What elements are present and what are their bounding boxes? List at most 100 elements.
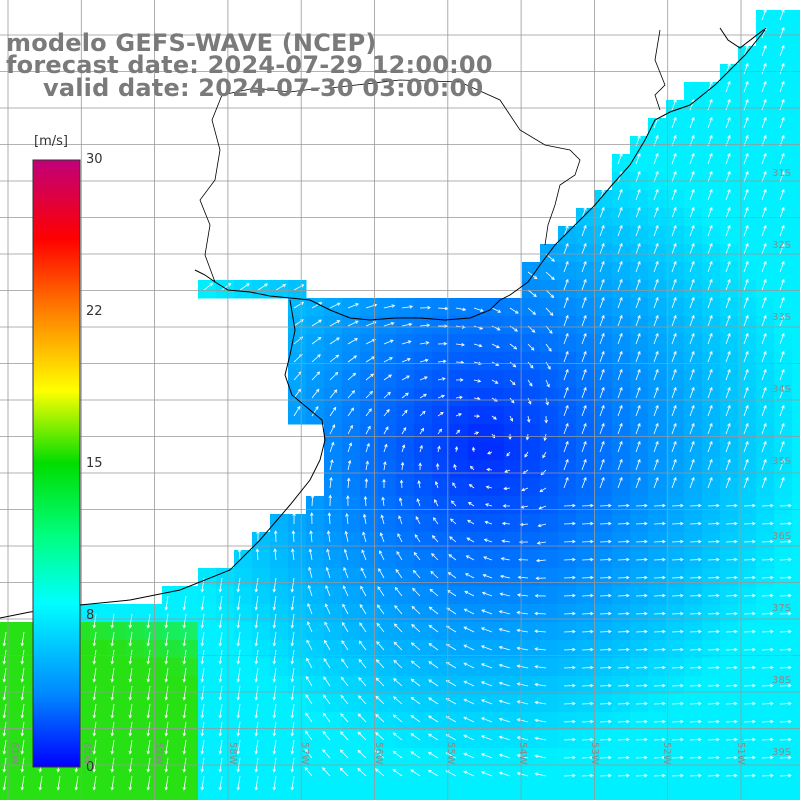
wind-arrow-head bbox=[716, 737, 720, 742]
lat-label-37s: 37S bbox=[772, 603, 792, 614]
wind-arrow-head bbox=[464, 590, 469, 595]
wind-arrow bbox=[581, 577, 594, 579]
wind-arrow bbox=[165, 703, 169, 718]
wind-speed-cell bbox=[576, 676, 595, 695]
wind-arrow bbox=[524, 451, 529, 458]
wind-arrow-head bbox=[637, 422, 641, 427]
wind-arrow-head bbox=[662, 773, 666, 778]
wind-speed-cell bbox=[558, 280, 577, 299]
wind-speed-cell bbox=[738, 748, 757, 767]
wind-arrow bbox=[671, 405, 677, 417]
wind-arrow bbox=[779, 45, 785, 57]
wind-arrow-head bbox=[237, 548, 242, 552]
wind-arrow-head bbox=[763, 278, 767, 283]
wind-speed-cell bbox=[540, 730, 559, 749]
wind-speed-cell bbox=[702, 658, 721, 677]
wind-speed-cell bbox=[756, 64, 775, 83]
wind-speed-cell bbox=[594, 280, 613, 299]
wind-speed-cell bbox=[666, 136, 685, 155]
wind-arrow-head bbox=[200, 642, 205, 647]
wind-speed-cell bbox=[576, 640, 595, 659]
wind-arrow-head bbox=[637, 386, 641, 391]
wind-arrow bbox=[473, 307, 484, 312]
wind-arrow bbox=[466, 555, 475, 561]
wind-arrow bbox=[327, 531, 331, 543]
wind-arrow-head bbox=[419, 444, 423, 449]
wind-arrow bbox=[743, 387, 749, 399]
wind-arrow bbox=[486, 486, 493, 489]
wind-speed-cell bbox=[252, 568, 271, 587]
wind-arrow-head bbox=[329, 476, 333, 481]
wind-arrow-head bbox=[466, 537, 471, 541]
wind-speed-cell bbox=[756, 136, 775, 155]
wind-arrow-head bbox=[434, 499, 438, 503]
wind-speed-cell bbox=[738, 766, 757, 785]
wind-arrow bbox=[725, 63, 731, 75]
wind-arrow-head bbox=[272, 588, 277, 593]
wind-speed-cell bbox=[234, 586, 253, 605]
wind-arrow bbox=[437, 412, 444, 417]
wind-arrow bbox=[743, 685, 756, 687]
wind-arrow bbox=[653, 775, 666, 777]
wind-arrow bbox=[428, 679, 439, 687]
wind-arrow bbox=[725, 631, 738, 633]
wind-arrow bbox=[380, 532, 385, 543]
wind-arrow bbox=[779, 225, 785, 237]
wind-arrow bbox=[534, 630, 547, 633]
wind-arrow-head bbox=[272, 606, 277, 611]
wind-speed-cell bbox=[720, 748, 739, 767]
wind-speed-cell bbox=[576, 766, 595, 785]
wind-arrow bbox=[761, 505, 774, 507]
wind-arrow-head bbox=[752, 521, 756, 526]
wind-arrow bbox=[21, 667, 25, 682]
wind-arrow-head bbox=[236, 696, 241, 701]
wind-arrow-head bbox=[481, 735, 485, 739]
wind-arrow-head bbox=[254, 624, 259, 629]
wind-arrow bbox=[365, 461, 369, 471]
wind-arrow bbox=[563, 505, 576, 507]
wind-speed-cell bbox=[648, 370, 667, 389]
wind-speed-cell bbox=[792, 316, 800, 335]
wind-arrow-head bbox=[463, 716, 468, 720]
wind-speed-cell bbox=[594, 604, 613, 623]
wind-arrow-head bbox=[781, 404, 785, 409]
wind-arrow-head bbox=[393, 623, 398, 627]
wind-speed-cell bbox=[594, 460, 613, 479]
wind-speed-cell bbox=[468, 766, 487, 785]
wind-speed-cell bbox=[738, 406, 757, 425]
wind-arrow bbox=[93, 649, 97, 664]
wind-arrow bbox=[129, 649, 133, 664]
wind-arrow bbox=[689, 297, 695, 309]
wind-speed-cell bbox=[270, 730, 289, 749]
wind-arrow bbox=[761, 649, 774, 651]
wind-speed-cell bbox=[324, 712, 343, 731]
wind-arrow-head bbox=[709, 422, 713, 427]
wind-arrow-head bbox=[509, 417, 513, 422]
wind-arrow bbox=[581, 523, 594, 525]
wind-speed-cell bbox=[612, 460, 631, 479]
wind-speed-cell bbox=[792, 622, 800, 641]
wind-speed-cell bbox=[432, 460, 451, 479]
wind-arrow bbox=[383, 357, 393, 363]
wind-arrow bbox=[581, 595, 594, 597]
wind-arrow bbox=[563, 757, 576, 759]
wind-arrow bbox=[447, 590, 457, 597]
wind-arrow-head bbox=[254, 714, 259, 719]
wind-arrow bbox=[779, 631, 792, 633]
wind-arrow-head bbox=[20, 714, 25, 719]
wind-arrow-head bbox=[716, 719, 720, 724]
wind-arrow-head bbox=[328, 494, 332, 499]
wind-arrow bbox=[463, 771, 475, 777]
wind-speed-cell bbox=[486, 586, 505, 605]
wind-arrow bbox=[357, 731, 367, 741]
lat-label-31s: 31S bbox=[772, 168, 792, 179]
wind-arrow bbox=[308, 567, 313, 579]
wind-arrow-head bbox=[727, 440, 731, 445]
wind-arrow-head bbox=[763, 350, 767, 355]
wind-speed-cell bbox=[522, 748, 541, 767]
wind-arrow-head bbox=[691, 386, 695, 391]
wind-speed-cell bbox=[414, 694, 433, 713]
wind-arrow-head bbox=[110, 768, 115, 773]
wind-arrow-head bbox=[92, 732, 97, 737]
wind-arrow-head bbox=[218, 714, 223, 719]
